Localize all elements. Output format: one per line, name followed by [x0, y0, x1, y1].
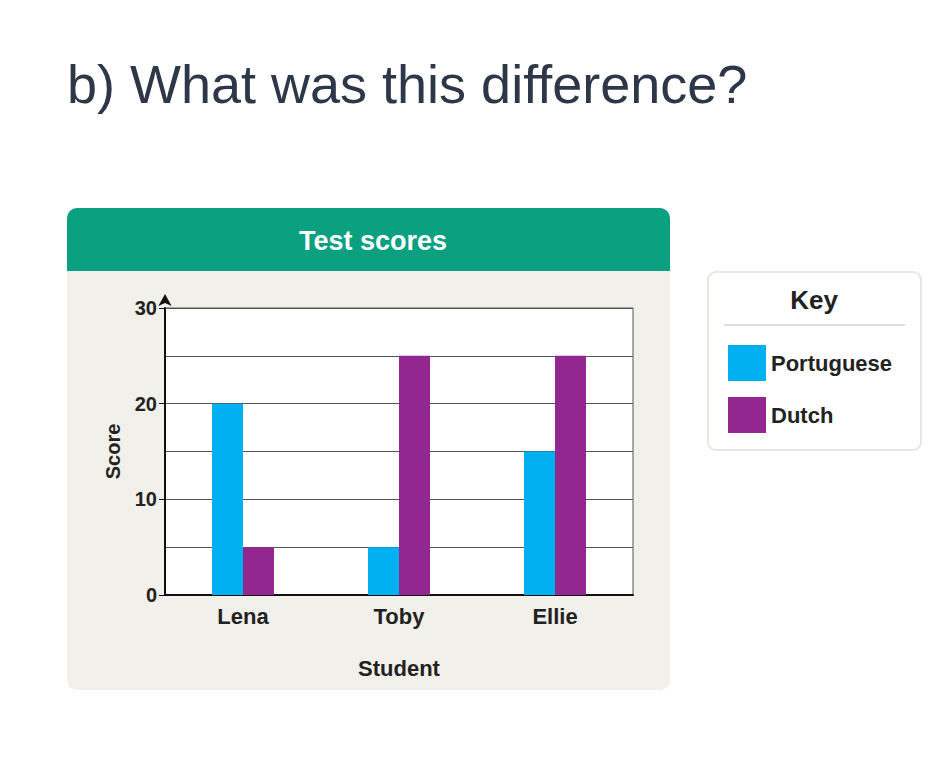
svg-text:Key: Key — [790, 285, 838, 315]
svg-text:Ellie: Ellie — [532, 604, 577, 629]
svg-text:Portuguese: Portuguese — [771, 351, 892, 376]
svg-text:Student: Student — [358, 656, 441, 681]
svg-text:b) What was this difference?: b) What was this difference? — [67, 54, 747, 114]
svg-text:30: 30 — [135, 297, 157, 319]
svg-text:20: 20 — [135, 393, 157, 415]
svg-text:10: 10 — [135, 488, 157, 510]
svg-text:Score: Score — [102, 424, 124, 480]
svg-text:Test scores: Test scores — [299, 226, 447, 256]
svg-text:Lena: Lena — [217, 604, 269, 629]
svg-text:Dutch: Dutch — [771, 403, 833, 428]
svg-text:0: 0 — [146, 584, 157, 606]
svg-text:Toby: Toby — [374, 604, 426, 629]
